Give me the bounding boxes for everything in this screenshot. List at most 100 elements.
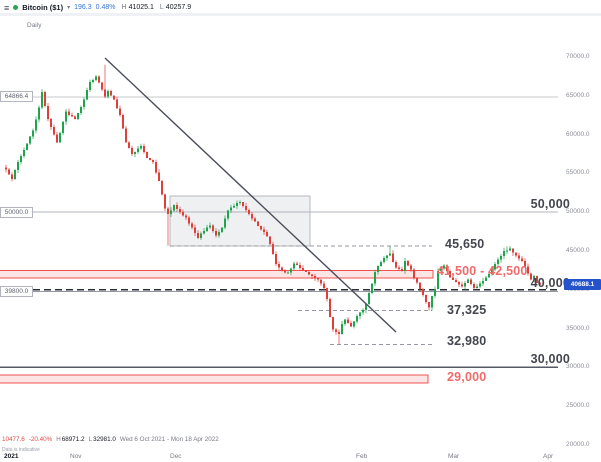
- candle-body: [122, 115, 124, 129]
- candle-body: [326, 288, 328, 300]
- candle-body: [212, 225, 214, 231]
- candle-body: [80, 107, 82, 114]
- candle-body: [110, 91, 112, 96]
- candle-body: [95, 76, 97, 81]
- candle-body: [119, 108, 121, 116]
- candle-body: [371, 283, 373, 294]
- candle-body: [47, 105, 49, 120]
- left-price-tag: 64866.4: [0, 91, 33, 103]
- candle-body: [116, 99, 118, 109]
- price-annotation: 37,325: [447, 303, 487, 317]
- candle-body: [197, 232, 199, 238]
- candle-body: [41, 91, 43, 108]
- candle-body: [443, 265, 445, 269]
- candle-body: [59, 132, 61, 143]
- candle-body: [509, 248, 511, 251]
- candle-body: [317, 278, 319, 280]
- candle-body: [401, 268, 403, 272]
- left-price-tag: 50000.0: [0, 206, 33, 218]
- range-dates: Wed 6 Oct 2021 - Mon 18 Apr 2022: [119, 436, 219, 443]
- price-annotation: 50,000: [530, 197, 570, 211]
- candle-body: [215, 230, 217, 236]
- candle-body: [185, 215, 187, 218]
- candle-body: [536, 275, 538, 283]
- candle-body: [338, 332, 340, 335]
- candle-body: [485, 277, 487, 281]
- candle-body: [170, 210, 172, 214]
- x-axis-label: Mar: [448, 453, 460, 460]
- candle-body: [254, 218, 256, 222]
- candle-body: [473, 283, 475, 289]
- candle-body: [266, 232, 268, 237]
- range-high-label: H: [56, 436, 61, 443]
- candle-body: [278, 264, 280, 268]
- y-axis-tick: 30000.0: [566, 363, 590, 371]
- instrument-logo-icon: [13, 5, 19, 10]
- candle-body: [164, 194, 166, 209]
- candle-body: [5, 167, 7, 170]
- high-value: 41025.1: [128, 4, 154, 11]
- menu-icon[interactable]: ≡: [4, 2, 10, 13]
- candle-body: [113, 95, 115, 100]
- toolbar-separator: [0, 13, 601, 16]
- candle-body: [161, 181, 163, 195]
- candle-body: [497, 259, 499, 265]
- y-axis-tick: 55000.0: [566, 169, 590, 177]
- candle-body: [455, 280, 457, 283]
- candle-body: [227, 210, 229, 219]
- candle-body: [104, 89, 106, 97]
- candle-body: [14, 169, 16, 179]
- candle-body: [407, 261, 409, 266]
- chevron-down-icon[interactable]: ▾: [67, 5, 71, 11]
- range-low-value: 32981.0: [93, 436, 116, 443]
- candle-body: [392, 253, 394, 262]
- price-change: 196.3: [74, 4, 92, 11]
- candle-body: [494, 264, 496, 270]
- candle-body: [20, 155, 22, 162]
- range-low-label: L: [88, 436, 93, 443]
- candle-body: [8, 169, 10, 175]
- candle-body: [125, 128, 127, 143]
- candle-body: [218, 232, 220, 236]
- left-price-tag: 39800.0: [0, 285, 33, 297]
- candle-body: [440, 268, 442, 272]
- candle-body: [83, 99, 85, 108]
- price-annotation: 45,650: [445, 237, 485, 251]
- candle-body: [383, 257, 385, 262]
- symbol-name[interactable]: Bitcoin ($1): [22, 3, 64, 12]
- candle-body: [299, 264, 301, 269]
- candle-body: [353, 321, 355, 327]
- x-axis-label: Dec: [170, 453, 182, 460]
- timeframe-label: Daily: [27, 22, 42, 29]
- candle-body: [461, 284, 463, 287]
- candle-body: [275, 254, 277, 265]
- candle-body: [236, 203, 238, 206]
- candle-body: [71, 114, 73, 117]
- candle-body: [74, 116, 76, 120]
- candle-body: [29, 136, 31, 144]
- candle-body: [500, 256, 502, 260]
- candle-body: [11, 174, 13, 179]
- candle-body: [527, 266, 529, 274]
- candle-body: [530, 273, 532, 280]
- candle-body: [224, 218, 226, 228]
- candle-body: [428, 302, 430, 308]
- candle-body: [470, 279, 472, 284]
- candle-body: [191, 223, 193, 228]
- x-axis-label: 2021: [4, 453, 19, 460]
- candle-body: [179, 208, 181, 213]
- x-axis-label: Nov: [70, 453, 82, 460]
- candle-body: [287, 272, 289, 274]
- candle-body: [290, 268, 292, 273]
- candle-body: [524, 261, 526, 267]
- candle-body: [65, 111, 67, 122]
- candle-body: [32, 130, 34, 137]
- candle-body: [230, 207, 232, 211]
- candle-body: [314, 275, 316, 279]
- price-change-percent: 0.48%: [95, 4, 116, 11]
- candle-body: [140, 146, 142, 149]
- candle-body: [251, 213, 253, 219]
- candle-body: [269, 236, 271, 245]
- candle-body: [302, 268, 304, 271]
